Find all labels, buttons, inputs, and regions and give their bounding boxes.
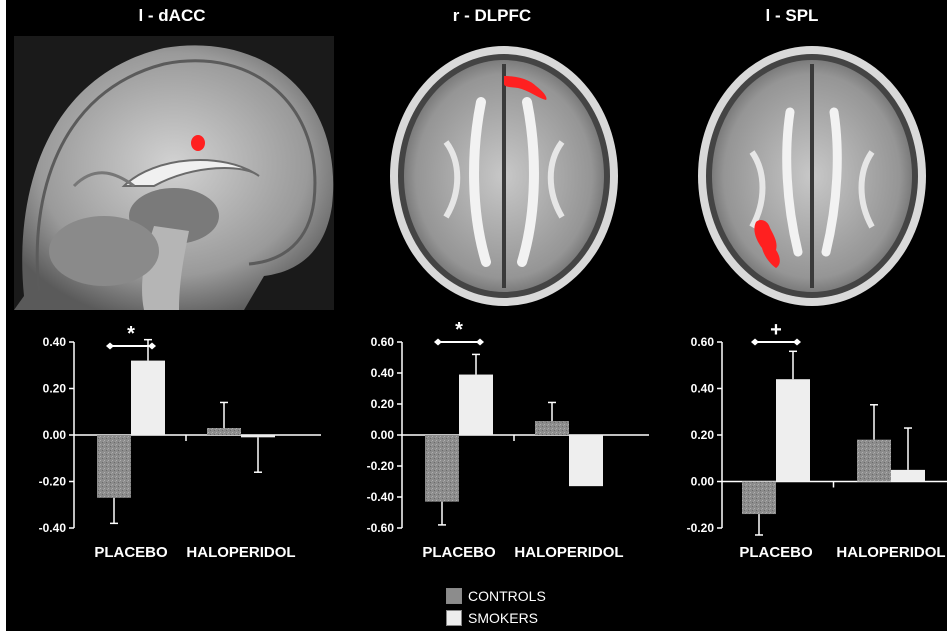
- brain-axial-dlpfc-image: [390, 46, 618, 306]
- chart-dlpfc: 0.60 0.40 0.20 0.00 -0.20 -0.40 -0.60 PLACEBO HA…: [367, 320, 649, 561]
- y-tick-label: -0.40: [367, 490, 395, 504]
- chart-spl: 0.60 0.40 0.20 0.00 -0.20 PLACEBO HALOPERIDOL +: [687, 320, 947, 561]
- y-tick-label: -0.20: [687, 521, 715, 535]
- brain-sagittal-image: [14, 36, 334, 310]
- bar-controls-haloperidol: [857, 439, 891, 482]
- x-category-label: PLACEBO: [422, 544, 496, 561]
- significance-bracket-end: [148, 342, 156, 350]
- bar-smokers-placebo: [776, 379, 810, 482]
- y-tick-label: -0.40: [39, 521, 67, 535]
- bar-controls-placebo: [97, 435, 131, 498]
- panel-title-spl: l - SPL: [765, 6, 819, 25]
- legend-label-controls: CONTROLS: [468, 588, 546, 604]
- brain-axial-spl-image: [698, 46, 926, 306]
- bar-controls-haloperidol: [535, 421, 569, 435]
- significance-marker: *: [127, 323, 135, 345]
- x-category-label: HALOPERIDOL: [514, 544, 623, 561]
- panel-title-dacc: l - dACC: [138, 6, 206, 25]
- figure: l - dACC r - DLPFC l - SPL: [6, 0, 947, 631]
- legend-swatch-smokers: [446, 610, 462, 626]
- y-tick-label: 0.40: [691, 382, 715, 396]
- y-tick-label: 0.60: [691, 335, 715, 349]
- bar-smokers-haloperidol: [569, 435, 603, 487]
- significance-marker: +: [770, 320, 782, 341]
- x-category-label: HALOPERIDOL: [186, 544, 295, 561]
- significance-bracket-end: [434, 338, 442, 346]
- activation-blob-spl: [754, 220, 780, 268]
- significance-bracket-end: [793, 338, 801, 346]
- x-category-label: HALOPERIDOL: [836, 544, 945, 561]
- legend-item-controls: CONTROLS: [446, 586, 546, 606]
- bar-controls-haloperidol: [207, 428, 241, 435]
- legend-item-smokers: SMOKERS: [446, 608, 546, 628]
- bar-smokers-haloperidol: [891, 469, 925, 482]
- y-tick-label: 0.40: [371, 366, 395, 380]
- y-tick-label: 0.20: [691, 428, 715, 442]
- bar-smokers-placebo: [131, 360, 165, 435]
- significance-bracket-end: [106, 342, 114, 350]
- activation-blob-dlpfc: [504, 76, 547, 100]
- y-tick-label: 0.00: [371, 428, 395, 442]
- bar-smokers-haloperidol: [241, 435, 275, 438]
- activation-blob-dacc: [191, 135, 205, 151]
- significance-bracket-end: [751, 338, 759, 346]
- y-tick-label: 0.00: [43, 428, 67, 442]
- y-tick-label: -0.20: [367, 459, 395, 473]
- legend-swatch-controls: [446, 588, 462, 604]
- y-tick-label: -0.60: [367, 521, 395, 535]
- y-tick-label: 0.20: [371, 397, 395, 411]
- y-tick-label: 0.20: [43, 382, 67, 396]
- y-tick-label: 0.40: [43, 335, 67, 349]
- x-category-label: PLACEBO: [739, 544, 813, 561]
- y-tick-label: -0.20: [39, 475, 67, 489]
- significance-marker: *: [455, 320, 463, 341]
- x-category-label: PLACEBO: [94, 544, 168, 561]
- y-tick-label: 0.60: [371, 335, 395, 349]
- significance-bracket-end: [476, 338, 484, 346]
- y-tick-label: 0.00: [691, 475, 715, 489]
- legend: CONTROLS SMOKERS: [446, 586, 546, 630]
- chart-dacc: 0.40 0.20 0.00 -0.20 -0.40 PLACEBO HALOPERIDOL…: [39, 323, 321, 561]
- bar-controls-placebo: [742, 481, 776, 515]
- bar-smokers-placebo: [459, 374, 493, 435]
- legend-label-smokers: SMOKERS: [468, 610, 539, 626]
- panel-title-dlpfc: r - DLPFC: [452, 6, 532, 25]
- bar-controls-placebo: [425, 435, 459, 502]
